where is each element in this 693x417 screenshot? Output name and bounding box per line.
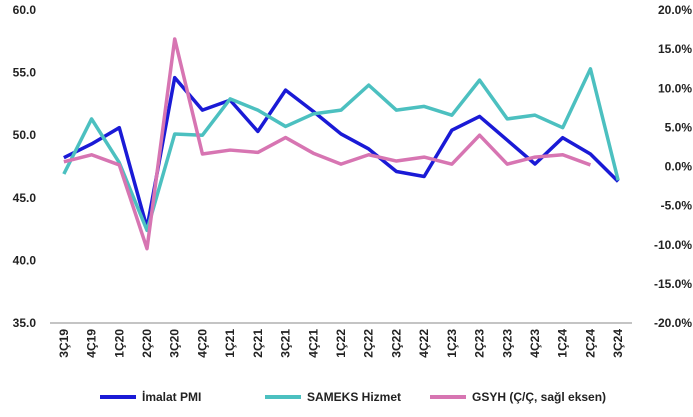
x-tick-label: 2Ç23 — [473, 329, 487, 358]
y2-tick-label: -20.0% — [654, 316, 692, 330]
x-tick-label: 1Ç23 — [445, 329, 459, 358]
x-tick-label: 1Ç20 — [112, 329, 126, 358]
y-tick-label: 35.0 — [13, 316, 37, 330]
x-tick-label: 3Ç19 — [57, 329, 71, 358]
x-tick-label: 3Ç21 — [279, 329, 293, 358]
x-tick-label: 4Ç21 — [306, 329, 320, 358]
x-tick-label: 2Ç24 — [583, 329, 597, 358]
series-line — [63, 75, 620, 230]
legend-item: İmalat PMI — [100, 389, 201, 404]
x-tick-label: 3Ç24 — [611, 329, 625, 358]
x-tick-label: 2Ç20 — [140, 329, 154, 358]
y2-tick-label: -15.0% — [654, 277, 692, 291]
y-tick-label: 60.0 — [13, 3, 37, 17]
x-tick-label: 4Ç20 — [195, 329, 209, 358]
y-tick-label: 45.0 — [13, 191, 37, 205]
legend-label: GSYH (Ç/Ç, sağl eksen) — [472, 390, 606, 404]
x-tick-label: 2Ç21 — [251, 329, 265, 358]
series-line — [62, 67, 620, 233]
y2-tick-label: -10.0% — [654, 238, 692, 252]
x-tick-label: 3Ç20 — [168, 329, 182, 358]
y-tick-label: 55.0 — [13, 66, 37, 80]
y2-tick-label: 20.0% — [658, 3, 692, 17]
y2-tick-label: 15.0% — [658, 42, 692, 56]
y2-tick-label: 10.0% — [658, 81, 692, 95]
x-tick-label: 2Ç22 — [362, 329, 376, 358]
legend-item: SAMEKS Hizmet — [265, 390, 401, 404]
x-tick-label: 4Ç23 — [528, 329, 542, 358]
x-tick-label: 1Ç21 — [223, 329, 237, 358]
legend-item: GSYH (Ç/Ç, sağl eksen) — [430, 390, 606, 404]
x-tick-label: 4Ç22 — [417, 329, 431, 358]
x-tick-label: 1Ç22 — [334, 329, 348, 358]
legend-label: SAMEKS Hizmet — [307, 390, 401, 404]
series-line — [63, 37, 592, 251]
x-tick-label: 3Ç22 — [389, 329, 403, 358]
y-tick-label: 40.0 — [13, 253, 37, 267]
y2-tick-label: 5.0% — [665, 120, 693, 134]
x-tick-label: 4Ç19 — [85, 329, 99, 358]
x-tick-label: 1Ç24 — [556, 329, 570, 358]
y-tick-label: 50.0 — [13, 128, 37, 142]
y2-tick-label: -5.0% — [661, 199, 693, 213]
y2-tick-label: 0.0% — [665, 160, 693, 174]
x-tick-label: 3Ç23 — [500, 329, 514, 358]
legend-label: İmalat PMI — [142, 389, 201, 404]
